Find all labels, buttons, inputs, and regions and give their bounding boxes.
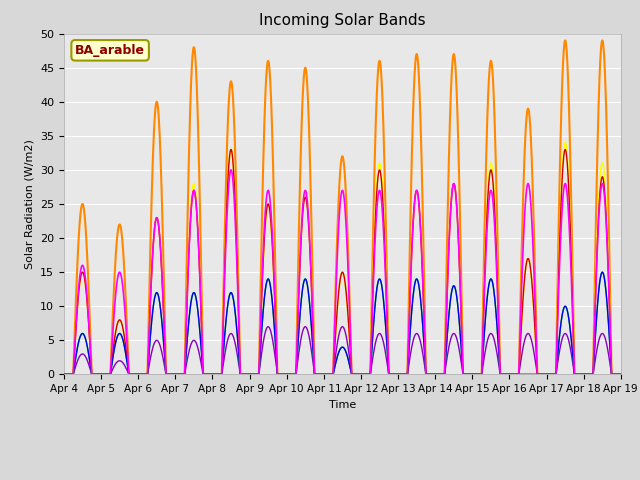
Text: BA_arable: BA_arable: [75, 44, 145, 57]
Y-axis label: Solar Radiation (W/m2): Solar Radiation (W/m2): [24, 139, 35, 269]
Title: Incoming Solar Bands: Incoming Solar Bands: [259, 13, 426, 28]
X-axis label: Time: Time: [329, 400, 356, 409]
